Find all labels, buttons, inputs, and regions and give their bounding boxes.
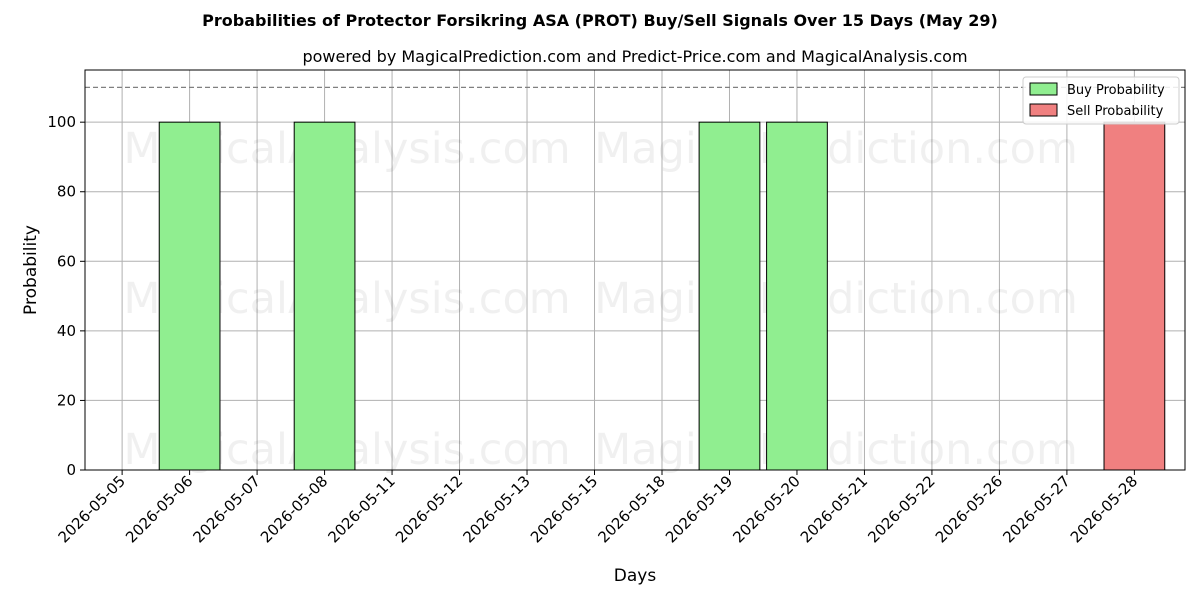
y-tick-label: 60 [57, 252, 76, 270]
bar-sell-probability-2026-05-28 [1103, 121, 1166, 471]
legend-box [1022, 76, 1180, 125]
y-axis: 0 20 40 60 80 100 [47, 113, 85, 479]
y-tick-label: 100 [47, 113, 76, 131]
x-tick-label: 2026-05-18 [594, 472, 668, 546]
bar-buy-probability-2026-05-08 [293, 121, 356, 471]
watermarks: MagicalAnalysis.comMagicalPrediction.com… [123, 124, 1078, 475]
x-tick-label: 2026-05-21 [797, 472, 871, 546]
legend-swatch [1029, 82, 1058, 96]
x-tick-label: 2026-05-19 [662, 472, 736, 546]
y-tick-label: 40 [57, 322, 76, 340]
x-tick-label: 2026-05-20 [729, 472, 803, 546]
y-tick-label: 80 [57, 183, 76, 201]
legend-entry: Sell Probability [1067, 104, 1164, 119]
x-tick-label: 2026-05-15 [527, 472, 601, 546]
x-tick-label: 2026-05-12 [392, 472, 466, 546]
x-tick-label: 2026-05-07 [190, 472, 264, 546]
x-tick-label: 2026-05-13 [459, 472, 533, 546]
x-tick-label: 2026-05-28 [1067, 472, 1141, 546]
watermark-text: MagicalPrediction.com [594, 124, 1078, 174]
watermark-text: MagicalPrediction.com [594, 274, 1078, 324]
x-tick-label: 2026-05-26 [932, 472, 1006, 546]
x-tick-label: 2026-05-22 [864, 472, 938, 546]
x-tick-label: 2026-05-27 [999, 472, 1073, 546]
x-axis-label: Days [614, 566, 657, 586]
watermark-text: MagicalPrediction.com [594, 425, 1078, 475]
legend: Buy Probability Sell Probability [1022, 76, 1180, 125]
y-axis-label: Probability [21, 225, 41, 315]
plot-frame [84, 69, 1186, 471]
bar-buy-probability-2026-05-06 [158, 121, 221, 471]
chart-title: Probabilities of Protector Forsikring AS… [202, 11, 998, 30]
x-tick-label: 2026-05-11 [325, 472, 399, 546]
legend-swatch [1029, 103, 1058, 117]
x-tick-label: 2026-05-08 [257, 472, 331, 546]
legend-entry: Buy Probability [1067, 83, 1165, 98]
y-tick-label: 0 [66, 461, 76, 479]
bar-buy-probability-2026-05-19 [698, 121, 761, 471]
y-tick-label: 20 [57, 391, 76, 409]
bars [158, 121, 1166, 471]
x-tick-label: 2026-05-05 [55, 472, 129, 546]
x-tick-label: 2026-05-06 [122, 472, 196, 546]
x-axis: 2026-05-052026-05-062026-05-072026-05-08… [55, 470, 1141, 546]
chart-subtitle: powered by MagicalPrediction.com and Pre… [302, 47, 967, 66]
bar-buy-probability-2026-05-20 [766, 121, 828, 471]
